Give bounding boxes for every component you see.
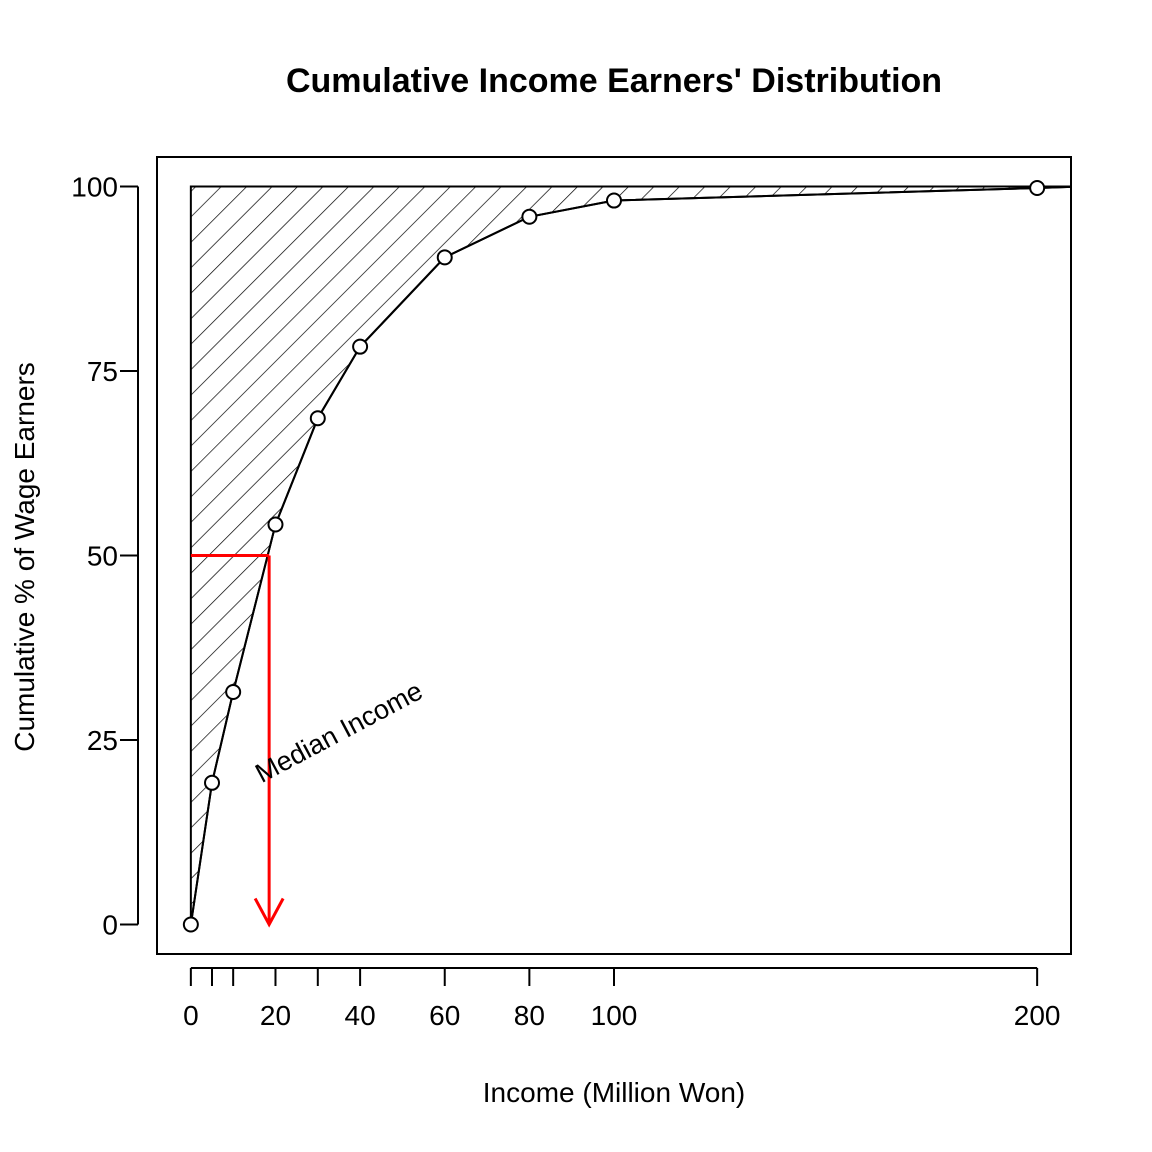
y-tick-label-25: 25 (87, 725, 118, 756)
x-tick-label-80: 80 (514, 1000, 545, 1031)
x-tick-label-60: 60 (429, 1000, 460, 1031)
x-tick-label-100: 100 (591, 1000, 638, 1031)
y-axis-label: Cumulative % of Wage Earners (9, 362, 40, 752)
data-points (182, 179, 1046, 933)
data-point-80 (521, 208, 538, 225)
median-arrow-head (253, 897, 285, 928)
y-tick-label-0: 0 (102, 909, 118, 940)
hatched-area (189, 185, 1071, 925)
x-axis: 0 20 40 60 80 100 200 (183, 967, 1061, 1031)
data-point-5 (204, 774, 221, 791)
median-annotation: Median Income (250, 675, 427, 788)
data-point-200 (1029, 179, 1046, 196)
x-tick-label-0: 0 (183, 1000, 199, 1031)
data-point-10 (225, 684, 242, 701)
plot-area (182, 179, 1071, 933)
data-point-100 (606, 192, 622, 209)
data-point-30 (309, 410, 326, 427)
median-marker (190, 554, 285, 928)
x-tick-label-20: 20 (260, 1000, 291, 1031)
x-tick-label-40: 40 (345, 1000, 376, 1031)
chart-title: Cumulative Income Earners' Distribution (286, 62, 942, 100)
data-point-60 (436, 249, 453, 266)
data-point-20 (267, 516, 284, 533)
y-tick-label-75: 75 (87, 356, 118, 387)
x-axis-label: Income (Million Won) (483, 1077, 745, 1108)
y-tick-label-100: 100 (71, 172, 118, 203)
data-point-0 (182, 916, 199, 933)
y-tick-label-50: 50 (87, 541, 118, 572)
plot-frame (156, 156, 1072, 955)
x-tick-label-200: 200 (1014, 1000, 1061, 1031)
y-axis: 0 25 50 75 100 (71, 172, 139, 940)
data-point-40 (352, 338, 369, 355)
